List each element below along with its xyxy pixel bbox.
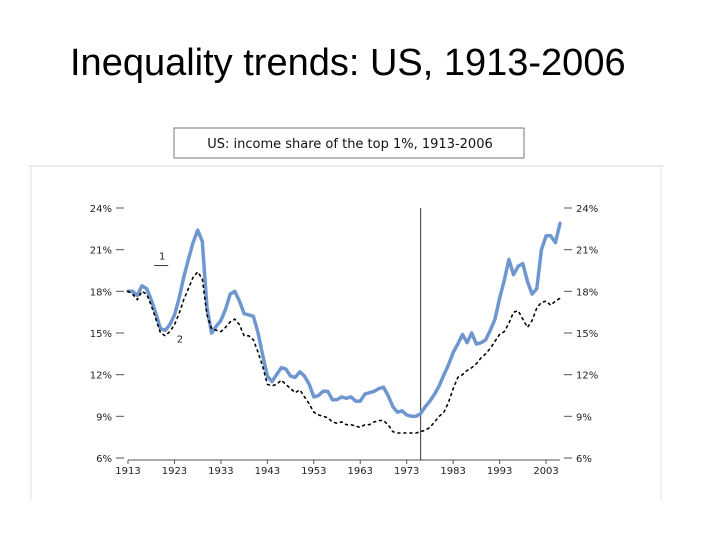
y-tick-label-right: 21% <box>576 246 598 257</box>
x-tick-label: 1973 <box>394 466 419 477</box>
x-tick-label: 2003 <box>533 466 558 477</box>
series-line-1-solid <box>126 221 562 419</box>
y-tick-label-left: 18% <box>90 287 112 298</box>
series-labels: 12 <box>154 252 183 346</box>
x-tick-label: 1963 <box>348 466 373 477</box>
x-tick-label: 1953 <box>301 466 326 477</box>
y-tick-label-right: 9% <box>576 412 592 423</box>
x-tick-label: 1923 <box>162 466 187 477</box>
y-tick-label-right: 6% <box>576 454 592 465</box>
y-axis-left: 6% 9% 12% 15% 18% 21% 24% <box>90 204 124 465</box>
y-tick-label-left: 15% <box>90 329 112 340</box>
inner-title-box <box>173 127 525 159</box>
x-tick-label: 1913 <box>115 466 140 477</box>
y-tick-label-left: 6% <box>96 454 112 465</box>
x-axis: 1913 1923 1933 1943 1953 1963 1973 1983 1993 2003 <box>115 459 560 477</box>
y-axis-right: 6% 9% 12% 15% 18% 21% 24% <box>564 204 598 465</box>
y-tick-label-right: 12% <box>576 371 598 382</box>
series-layer <box>126 221 562 434</box>
series-label-1: 1 <box>159 252 165 263</box>
chart-panel: US: income share of the top 1%, 1913-200… <box>28 118 668 504</box>
x-tick-label: 1933 <box>208 466 233 477</box>
y-tick-label-left: 9% <box>96 412 112 423</box>
y-tick-label-right: 15% <box>576 329 598 340</box>
y-tick-label-left: 12% <box>90 371 112 382</box>
y-tick-label-right: 18% <box>576 287 598 298</box>
x-tick-label: 1943 <box>255 466 280 477</box>
slide-title: Inequality trends: US, 1913-2006 <box>70 42 626 84</box>
series-line-2-dotted <box>127 271 561 434</box>
y-tick-label-right: 24% <box>576 204 598 215</box>
series-label-2: 2 <box>177 335 183 346</box>
chart-title: US: income share of the top 1%, 1913-200… <box>207 137 493 152</box>
y-tick-label-left: 24% <box>90 204 112 215</box>
x-tick-label: 1983 <box>440 466 465 477</box>
x-tick-label: 1993 <box>487 466 512 477</box>
y-tick-label-left: 21% <box>90 246 112 257</box>
line-chart: US: income share of the top 1%, 1913-200… <box>28 127 664 500</box>
